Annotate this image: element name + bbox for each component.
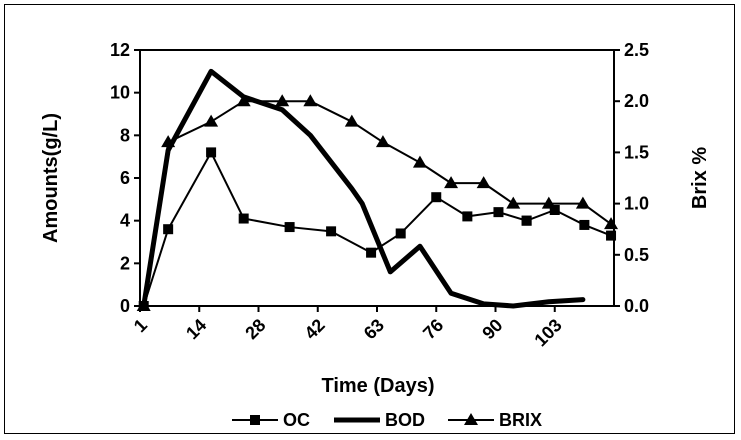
- x-tick-label: 28: [241, 315, 269, 343]
- square-marker: [238, 213, 249, 224]
- legend-item-oc: OC: [232, 410, 310, 430]
- y-right-tick-label: 0.0: [624, 296, 649, 316]
- triangle-marker: [575, 196, 590, 209]
- triangle-marker: [464, 413, 478, 425]
- square-marker: [521, 215, 532, 226]
- y-left-tick-label: 8: [120, 125, 130, 145]
- y-left-tick-label: 2: [120, 253, 130, 273]
- triangle-marker: [444, 176, 459, 189]
- square-marker: [549, 205, 560, 215]
- x-tick-label-group: 42: [301, 315, 329, 343]
- legend-item-brix: BRIX: [448, 410, 542, 430]
- x-tick-label-group: 76: [419, 315, 447, 343]
- series-line: [525, 209, 613, 237]
- square-marker: [431, 192, 442, 203]
- square-marker: [366, 247, 377, 258]
- square-marker: [493, 207, 504, 218]
- triangle-marker: [604, 217, 619, 230]
- y-left-tick-label: 0: [120, 296, 130, 316]
- x-tick-label-group: 1: [130, 315, 151, 336]
- y-left-tick-label: 4: [120, 211, 130, 231]
- x-tick-label: 90: [478, 315, 506, 343]
- square-marker: [606, 230, 617, 241]
- square-marker: [579, 219, 590, 230]
- triangle-marker: [375, 135, 390, 148]
- triangle-marker: [506, 196, 521, 209]
- x-tick-label-group: 90: [478, 315, 506, 343]
- y-right-tick-label: 1.5: [624, 142, 649, 162]
- triangle-marker: [204, 114, 219, 127]
- y-axis-left-title: Amounts(g/L): [40, 113, 62, 243]
- y-left-tick-label: 10: [110, 83, 130, 103]
- square-marker: [284, 222, 295, 233]
- y-left-tick-label: 6: [120, 168, 130, 188]
- triangle-marker: [303, 94, 318, 107]
- square-marker: [326, 226, 337, 237]
- axes-layer: 0 2 4 6 8 10 12 0.0 0.5 1.0 1.5 2.0 2.5 1 14 28 42 63 76 90…: [110, 40, 649, 350]
- square-marker: [462, 211, 473, 222]
- square-marker: [206, 147, 217, 158]
- square-marker: [250, 415, 260, 425]
- triangle-marker: [161, 135, 176, 148]
- y-right-tick-label: 2.0: [624, 91, 649, 111]
- x-tick-label-group: 63: [360, 315, 388, 343]
- legend-item-bod: BOD: [334, 410, 425, 430]
- triangle-marker: [275, 94, 290, 107]
- triangle-marker: [541, 196, 556, 209]
- x-tick-label-group: 103: [530, 315, 565, 350]
- legend-label: BRIX: [499, 410, 542, 430]
- series-bod: [141, 68, 586, 309]
- plot-border: [139, 49, 615, 307]
- y-right-tick-label: 1.0: [624, 194, 649, 214]
- triangle-marker: [236, 94, 251, 107]
- chart-frame: [4, 4, 735, 434]
- legend: OC BOD BRIX: [232, 410, 542, 430]
- series-line: [142, 100, 613, 307]
- y-right-tick-label: 2.5: [624, 40, 649, 60]
- square-marker: [163, 224, 174, 235]
- x-tick-label-group: 14: [182, 315, 210, 343]
- series-line: [142, 151, 528, 307]
- x-tick-label: 1: [130, 315, 151, 336]
- x-tick-label: 14: [182, 315, 210, 343]
- x-tick-label: 63: [360, 315, 388, 343]
- y-left-tick-label: 12: [110, 40, 130, 60]
- triangle-marker: [344, 114, 359, 127]
- x-tick-label: 42: [301, 315, 329, 343]
- legend-label: BOD: [385, 410, 425, 430]
- triangle-marker: [412, 155, 427, 168]
- series-line: [141, 68, 586, 309]
- x-tick-label-group: 28: [241, 315, 269, 343]
- x-tick-label: 103: [530, 315, 565, 350]
- series-brix: [136, 94, 619, 311]
- legend-label: OC: [283, 410, 310, 430]
- plot-area: [139, 49, 615, 307]
- y-axis-right-title: Brix %: [689, 147, 711, 209]
- series-layer: [136, 68, 619, 311]
- x-axis-title: Time (Days): [321, 375, 434, 397]
- x-tick-label: 76: [419, 315, 447, 343]
- triangle-marker: [476, 176, 491, 189]
- y-right-tick-label: 0.5: [624, 245, 649, 265]
- series-oc_tail: [521, 205, 617, 241]
- series-oc: [138, 147, 532, 311]
- square-marker: [395, 228, 406, 239]
